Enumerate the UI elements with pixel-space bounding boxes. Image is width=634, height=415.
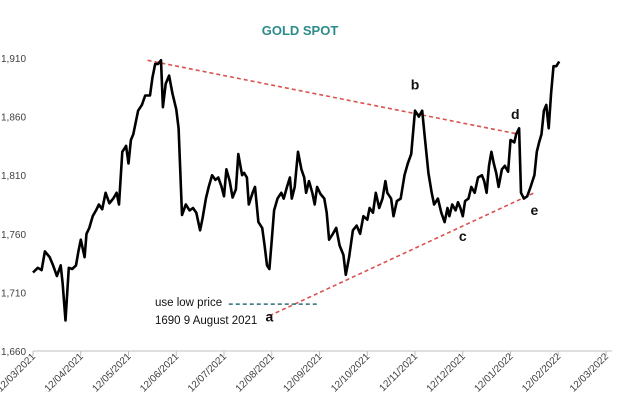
y-tick-label: 1,760 [1, 230, 26, 241]
y-tick-label: 1,910 [1, 54, 26, 65]
x-tick-label: 12/07/2021 [186, 351, 229, 394]
annotations: b d c e a [265, 77, 538, 325]
y-tick-label: 1,710 [1, 288, 26, 299]
price-series [32, 59, 561, 322]
annotation-e: e [530, 202, 538, 218]
y-tick-label: 1,810 [1, 171, 26, 182]
x-tick-label: 12/03/2022 [568, 351, 611, 394]
annotation-c: c [459, 228, 467, 244]
x-tick-label: 12/02/2022 [520, 351, 563, 394]
annotation-b: b [411, 77, 420, 93]
chart-title: GOLD SPOT [262, 23, 339, 38]
x-tick-label: 12/11/2021 [377, 351, 420, 394]
x-tick-label: 12/12/2021 [425, 351, 468, 394]
x-tick-label: 12/06/2021 [138, 351, 181, 394]
x-tick-label: 12/08/2021 [234, 351, 277, 394]
x-tick-label: 12/09/2021 [281, 351, 324, 394]
note-line: use low price [155, 297, 222, 309]
y-axis: 1,660 1,710 1,760 1,810 1,860 1,910 [1, 54, 26, 358]
notes: use low price 1690 9 August 2021 [155, 297, 257, 327]
x-tick-label: 12/05/2021 [90, 351, 133, 394]
trendlines [147, 59, 535, 317]
y-tick-label: 1,660 [1, 347, 26, 358]
note-line: 1690 9 August 2021 [155, 315, 257, 327]
trendline-upper-resistance [147, 59, 519, 135]
x-tick-label: 12/10/2021 [329, 351, 372, 394]
y-tick-label: 1,860 [1, 113, 26, 124]
x-tick-label: 12/04/2021 [43, 351, 86, 394]
annotation-a: a [265, 309, 273, 325]
x-axis: 12/03/2021 12/04/2021 12/05/2021 12/06/2021… [0, 350, 612, 395]
series-line [32, 59, 561, 322]
x-tick-label: 12/01/2022 [472, 351, 515, 394]
annotation-d: d [511, 106, 520, 122]
trendline-lower-support [269, 192, 535, 317]
